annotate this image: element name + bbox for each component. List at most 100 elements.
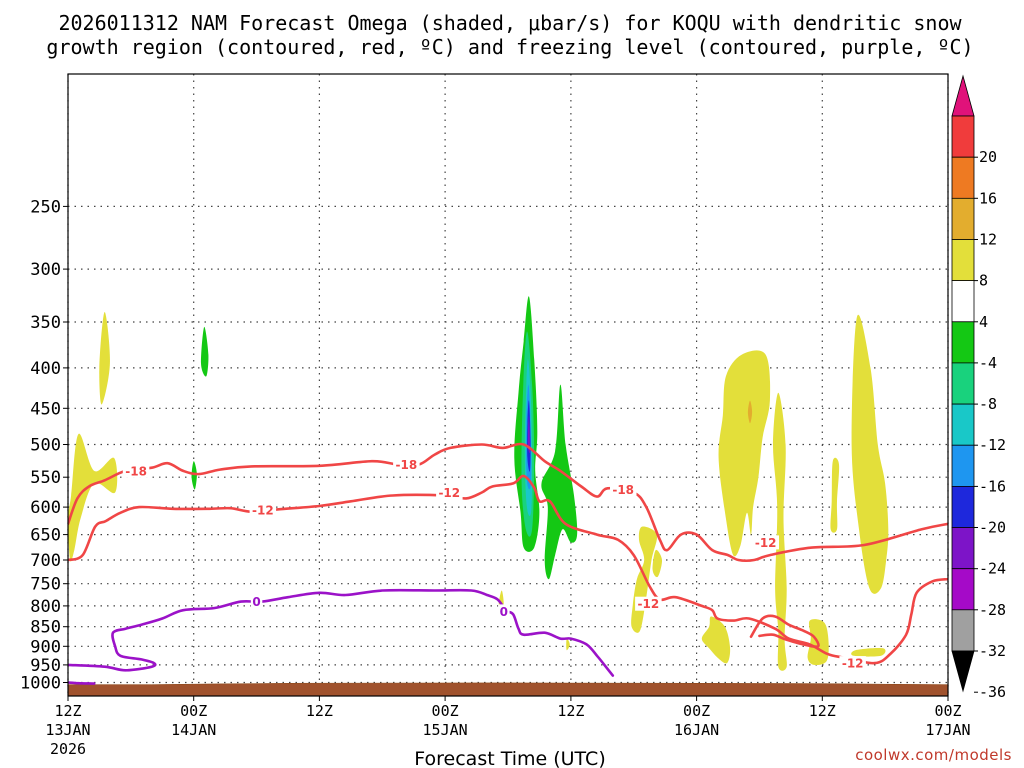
colorbar-label: 4: [979, 313, 988, 331]
plot-frame: [67, 73, 949, 697]
colorbar-swatch: [951, 527, 975, 570]
credit-text: coolwx.com/models: [855, 746, 1012, 764]
contour-label-dgz-minus12: -12: [252, 504, 274, 518]
contour-label-bg: [122, 463, 150, 478]
contour-label-bg: [635, 596, 662, 611]
colorbar-swatch: [951, 609, 975, 652]
contour-label-dgz-minus18: -18: [125, 464, 147, 478]
colorbar-label: -4: [979, 354, 997, 372]
terrain: [68, 682, 948, 696]
colorbar-top-arrow: [951, 74, 975, 117]
omega-region-2: [200, 326, 209, 377]
colorbar-label: 12: [979, 231, 997, 249]
colorbar-label: -8: [979, 395, 997, 413]
colorbar-label: -20: [979, 519, 1006, 537]
omega-region-14: [652, 549, 663, 578]
y-tick-label: 600: [30, 498, 61, 518]
terrain-fill: [68, 682, 948, 696]
colorbar-swatch: [951, 197, 975, 240]
omega-region-17: [701, 616, 731, 664]
y-tick-label: 500: [30, 436, 61, 456]
y-tick-label: 400: [30, 359, 61, 379]
contour-label-dgz-minus18: -18: [612, 483, 634, 497]
y-tick-label: 1000: [20, 674, 61, 694]
contour-label-freezing-level-0C: 0: [500, 605, 508, 619]
contour-label-bg: [249, 503, 277, 517]
x-tick-label: 17JAN: [925, 721, 970, 739]
colorbar-bottom-arrow: [951, 650, 975, 693]
x-tick-label: 16JAN: [674, 721, 719, 739]
y-tick-label: 850: [30, 618, 61, 638]
contour-label-dgz-minus12: -12: [842, 657, 864, 671]
y-tick-label: 350: [30, 313, 61, 333]
y-axis: 2503003504004505005506006507007508008509…: [20, 197, 68, 694]
colorbar-swatch: [951, 403, 975, 446]
omega-region-22: [747, 400, 753, 424]
chart-title-line-1: 2026011312 NAM Forecast Omega (shaded, μ…: [58, 11, 962, 35]
omega-region-1: [68, 433, 118, 562]
y-tick-label: 450: [30, 399, 61, 419]
contour-label-freezing-level-0C: 0: [252, 595, 260, 609]
contour-freezing-level-0C: [68, 588, 615, 677]
contour-label-dgz-minus18: -18: [396, 458, 418, 472]
contour-label-dgz-minus12: -12: [638, 597, 660, 611]
colorbar-swatch: [951, 444, 975, 487]
colorbar-swatch: [951, 485, 975, 528]
omega-region-10: [541, 384, 578, 580]
omega-region-13: [631, 526, 658, 633]
x-tick-label: 15JAN: [423, 721, 468, 739]
x-tick-label: 2026: [50, 740, 86, 758]
x-tick-label: 00Z: [180, 702, 207, 720]
colorbar-label: -16: [979, 477, 1006, 495]
contour-label-bg: [436, 485, 463, 500]
contour-dgz-minus12-inner: [749, 614, 820, 649]
x-axis-title: Forecast Time (UTC): [414, 748, 605, 768]
colorbar-label: -24: [979, 560, 1006, 578]
colorbar-label: 20: [979, 148, 997, 166]
contour-labels: -18 -18 -18 -12 -12 -12 -12 -12 0 0: [122, 457, 866, 671]
gridlines: [67, 74, 949, 696]
colorbar-swatch: [951, 362, 975, 405]
omega-region-3: [191, 461, 197, 490]
x-tick-label: 00Z: [683, 702, 710, 720]
colorbar-label: 8: [979, 272, 988, 290]
contour-dgz-minus12: [68, 474, 948, 665]
omega-shading: [68, 296, 889, 671]
contour-freezing-level-0C-low: [68, 681, 96, 685]
y-tick-label: 750: [30, 575, 61, 595]
x-tick-label: 13JAN: [45, 721, 90, 739]
omega-region-16: [772, 392, 787, 671]
omega-region-9: [527, 415, 531, 454]
contour-label-bg: [610, 482, 637, 497]
colorbar-swatch: [951, 280, 975, 323]
colorbar-swatch: [951, 239, 975, 282]
contour-label-dgz-minus12: -12: [755, 536, 777, 550]
colorbar-label: -32: [979, 642, 1006, 660]
omega-region-0: [99, 312, 110, 405]
x-tick-label: 00Z: [432, 702, 459, 720]
colorbar-label: 16: [979, 189, 997, 207]
y-tick-label: 900: [30, 637, 61, 657]
y-tick-label: 250: [30, 197, 61, 217]
colorbar: 20 16 12 8 4 -4 -8 -12 -16 -20 -24 -28 -32 -36: [951, 74, 1006, 701]
contour-label-bg: [250, 594, 263, 609]
contour-label-bg: [839, 656, 866, 671]
colorbar-swatch: [951, 115, 975, 158]
omega-region-20: [851, 314, 889, 594]
omega-region-19: [830, 457, 840, 533]
colorbar-label: -12: [979, 436, 1006, 454]
y-tick-label: 300: [30, 260, 61, 280]
chart-title-line-2: growth region (contoured, red, ºC) and f…: [46, 35, 973, 59]
x-tick-label: 12Z: [809, 702, 836, 720]
colorbar-swatch: [951, 156, 975, 199]
colorbar-swatch: [951, 568, 975, 611]
y-tick-label: 950: [30, 656, 61, 676]
x-tick-label: 00Z: [934, 702, 961, 720]
y-tick-label: 650: [30, 526, 61, 546]
colorbar-label: -28: [979, 601, 1006, 619]
y-tick-label: 550: [30, 468, 61, 488]
y-tick-label: 800: [30, 597, 61, 617]
colorbar-swatch: [951, 321, 975, 364]
